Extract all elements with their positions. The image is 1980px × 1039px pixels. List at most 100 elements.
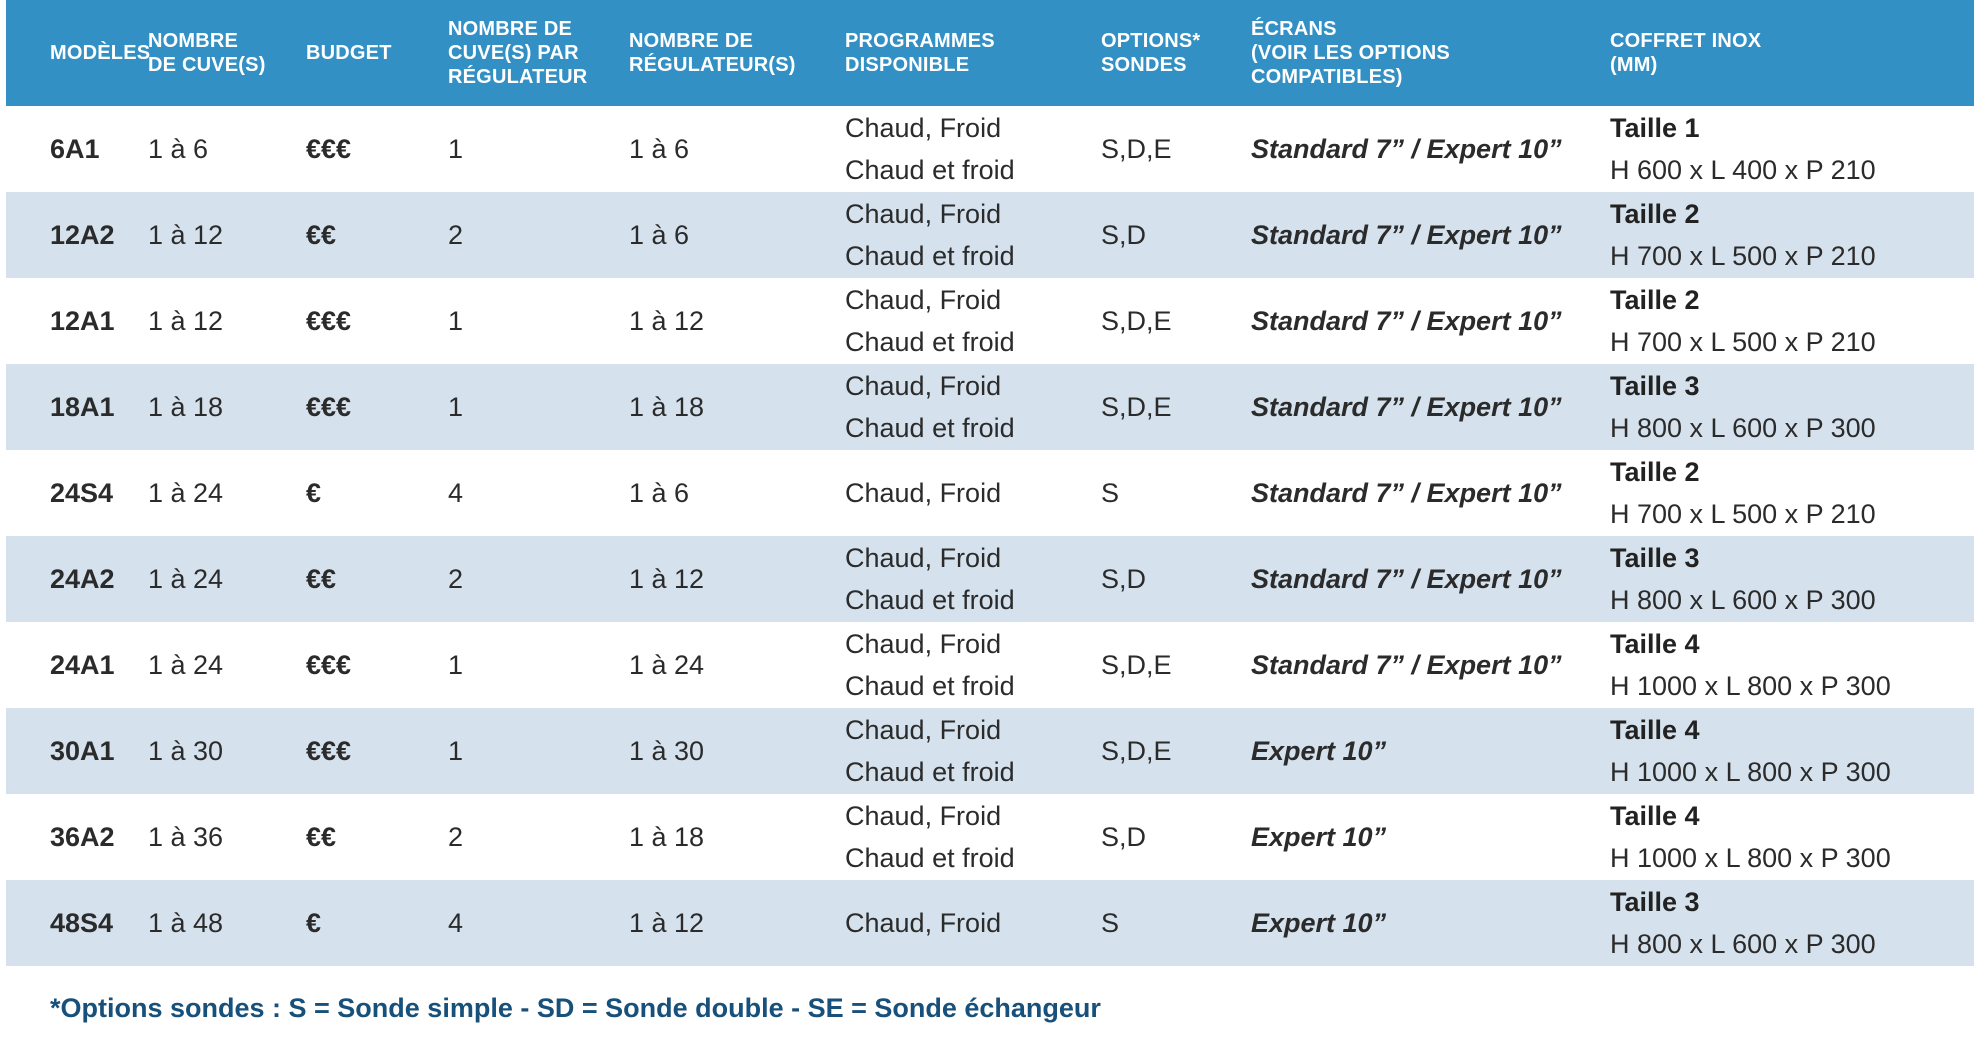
box-dimensions: H 800 x L 600 x P 300 bbox=[1610, 585, 1876, 615]
tanks-cell: 1 à 24 bbox=[148, 536, 306, 622]
box-cell: Taille 3 H 800 x L 600 x P 300 bbox=[1610, 364, 1974, 450]
program-line: Chaud, Froid bbox=[845, 629, 1002, 659]
header-line: COFFRET INOX bbox=[1610, 30, 1762, 52]
program-line: Chaud, Froid bbox=[845, 801, 1002, 831]
tanks-per-regulator-cell: 1 bbox=[448, 364, 629, 450]
tanks-cell: 1 à 48 bbox=[148, 880, 306, 966]
program-line: Chaud, Froid bbox=[845, 199, 1002, 229]
programs-cell: Chaud, Froid bbox=[845, 880, 1101, 966]
table-row: 30A1 1 à 30 €€€ 1 1 à 30 Chaud, Froid Chaud et… bbox=[6, 708, 1974, 794]
program-line: Chaud et froid bbox=[845, 671, 1015, 701]
box-dimensions: H 700 x L 500 x P 210 bbox=[1610, 241, 1876, 271]
box-size-name: Taille 3 bbox=[1610, 543, 1700, 573]
header-screens: ÉCRANS (VOIR LES OPTIONS COMPATIBLES) bbox=[1251, 0, 1610, 106]
screens-cell: Standard 7” / Expert 10” bbox=[1251, 134, 1562, 164]
tanks-per-regulator-cell: 2 bbox=[448, 192, 629, 278]
header-line: PROGRAMMES bbox=[845, 30, 995, 52]
programs-cell: Chaud, Froid Chaud et froid bbox=[845, 536, 1101, 622]
box-dimensions: H 800 x L 600 x P 300 bbox=[1610, 413, 1876, 443]
table-row: 12A2 1 à 12 €€ 2 1 à 6 Chaud, Froid Chaud et f… bbox=[6, 192, 1974, 278]
header-tanks: NOMBRE DE CUVE(S) bbox=[148, 0, 306, 106]
screens-cell: Standard 7” / Expert 10” bbox=[1251, 478, 1562, 508]
programs-cell: Chaud, Froid Chaud et froid bbox=[845, 192, 1101, 278]
header-line: DE CUVE(S) bbox=[148, 54, 266, 76]
box-cell: Taille 3 H 800 x L 600 x P 300 bbox=[1610, 880, 1974, 966]
probes-cell: S,D bbox=[1101, 822, 1147, 852]
screens-cell: Standard 7” / Expert 10” bbox=[1251, 650, 1562, 680]
regulators-cell: 1 à 18 bbox=[629, 364, 845, 450]
regulators-cell: 1 à 12 bbox=[629, 306, 705, 336]
tanks-per-regulator-cell: 1 bbox=[448, 650, 464, 680]
box-cell: Taille 1 H 600 x L 400 x P 210 bbox=[1610, 106, 1974, 192]
tanks-cell: 1 à 24 bbox=[148, 478, 224, 508]
header-programs: PROGRAMMES DISPONIBLE bbox=[845, 0, 1101, 106]
header-line: OPTIONS* bbox=[1101, 30, 1201, 52]
tanks-per-regulator-cell: 1 bbox=[448, 708, 629, 794]
budget-cell: €€ bbox=[306, 822, 337, 852]
tanks-per-regulator-cell: 2 bbox=[448, 822, 464, 852]
header-line: MODÈLES bbox=[50, 42, 151, 64]
model-cell: 24S4 bbox=[50, 478, 114, 508]
budget-cell: €€ bbox=[306, 536, 448, 622]
screens-cell: Standard 7” / Expert 10” bbox=[1251, 306, 1562, 336]
header-line: (mm) bbox=[1610, 54, 1658, 76]
programs-cell: Chaud, Froid Chaud et froid bbox=[845, 364, 1101, 450]
probes-cell: S bbox=[1101, 880, 1251, 966]
budget-cell: €€€ bbox=[306, 134, 352, 164]
program-line: Chaud et froid bbox=[845, 843, 1015, 873]
screens-cell: Expert 10” bbox=[1251, 708, 1610, 794]
box-dimensions: H 1000 x L 800 x P 300 bbox=[1610, 757, 1891, 787]
probes-cell: S bbox=[1101, 478, 1120, 508]
box-cell: Taille 2 H 700 x L 500 x P 210 bbox=[1610, 450, 1974, 536]
tanks-per-regulator-cell: 4 bbox=[448, 478, 464, 508]
box-cell: Taille 4 H 1000 x L 800 x P 300 bbox=[1610, 708, 1974, 794]
header-line: NOMBRE DE bbox=[629, 30, 754, 52]
tanks-cell: 1 à 6 bbox=[148, 134, 209, 164]
probes-cell: S,D,E bbox=[1101, 364, 1251, 450]
probes-cell: S,D,E bbox=[1101, 134, 1172, 164]
table-row: 48S4 1 à 48 €4 1 à 12 Chaud, Froid S Expert 10… bbox=[6, 880, 1974, 966]
budget-cell: €€€ bbox=[306, 650, 352, 680]
screens-cell: Standard 7” / Expert 10” bbox=[1251, 192, 1610, 278]
model-cell: 6A1 bbox=[50, 134, 100, 164]
table-row: 24A2 1 à 24 €€ 2 1 à 12 Chaud, Froid Chaud et … bbox=[6, 536, 1974, 622]
box-cell: Taille 2 H 700 x L 500 x P 210 bbox=[1610, 192, 1974, 278]
screens-cell: Standard 7” / Expert 10” bbox=[1251, 364, 1610, 450]
header-line: RÉGULATEUR bbox=[448, 66, 588, 88]
model-cell: 24A1 bbox=[50, 650, 115, 680]
header-regulators: NOMBRE DE RÉGULATEUR(S) bbox=[629, 0, 845, 106]
table-row: 24S4 1 à 24 €4 1 à 6 Chaud, Froid S Standard 7… bbox=[6, 450, 1974, 536]
regulators-cell: 1 à 24 bbox=[629, 650, 705, 680]
table-row: 12A1 1 à 12 €€€ 1 1 à 12 Chaud, Froid Chaud et… bbox=[6, 278, 1974, 364]
budget-cell: €€€ bbox=[306, 306, 352, 336]
budget-cell: € bbox=[306, 880, 448, 966]
header-probes: OPTIONS* SONDES bbox=[1101, 0, 1251, 106]
budget-cell: € bbox=[306, 478, 322, 508]
tanks-cell: 1 à 18 bbox=[148, 364, 306, 450]
box-size-name: Taille 2 bbox=[1610, 457, 1700, 487]
box-dimensions: H 800 x L 600 x P 300 bbox=[1610, 929, 1876, 959]
box-size-name: Taille 3 bbox=[1610, 887, 1700, 917]
header-line: SONDES bbox=[1101, 54, 1187, 76]
probe-options-footnote: *Options sondes : S = Sonde simple - SD … bbox=[50, 993, 1101, 1023]
programs-cell: Chaud, Froid Chaud et froid bbox=[845, 708, 1101, 794]
programs-cell: Chaud, Froid bbox=[845, 450, 1101, 536]
header-line: (VOIR LES OPTIONS bbox=[1251, 42, 1450, 64]
box-size-name: Taille 2 bbox=[1610, 199, 1700, 229]
screens-cell: Expert 10” bbox=[1251, 880, 1610, 966]
model-cell: 18A1 bbox=[6, 364, 148, 450]
screens-cell: Expert 10” bbox=[1251, 822, 1387, 852]
program-line: Chaud, Froid bbox=[845, 715, 1002, 745]
box-dimensions: H 600 x L 400 x P 210 bbox=[1610, 155, 1876, 185]
program-line: Chaud et froid bbox=[845, 757, 1015, 787]
probes-cell: S,D,E bbox=[1101, 650, 1172, 680]
budget-cell: €€€ bbox=[306, 708, 448, 794]
header-line: ÉCRANS bbox=[1251, 18, 1337, 40]
box-dimensions: H 1000 x L 800 x P 300 bbox=[1610, 843, 1891, 873]
program-line: Chaud, Froid bbox=[845, 478, 1002, 508]
box-size-name: Taille 3 bbox=[1610, 371, 1700, 401]
table-row: 36A2 1 à 36 €€ 2 1 à 18 Chaud, Froid Chaud et … bbox=[6, 794, 1974, 880]
program-line: Chaud, Froid bbox=[845, 908, 1002, 938]
table-row: 6A1 1 à 6 €€€ 1 1 à 6 Chaud, Froid Chaud et fr… bbox=[6, 106, 1974, 192]
regulators-cell: 1 à 6 bbox=[629, 478, 690, 508]
